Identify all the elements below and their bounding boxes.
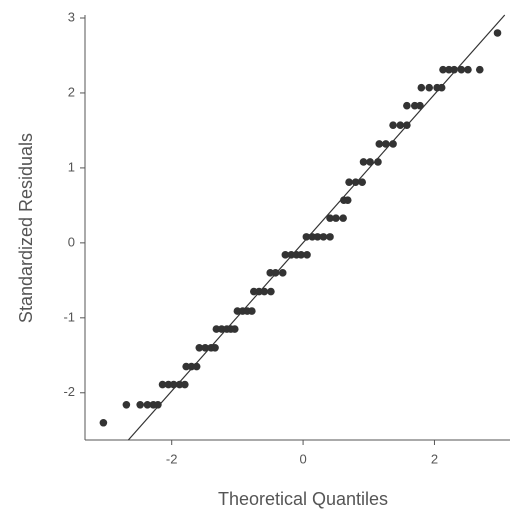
point: [416, 102, 424, 110]
point: [320, 233, 328, 241]
point: [261, 288, 269, 296]
y-tick-label: 0: [68, 234, 75, 249]
point: [397, 121, 405, 129]
point: [476, 66, 484, 74]
point: [231, 325, 239, 333]
reference-line: [128, 15, 504, 440]
y-tick-label: -2: [63, 384, 75, 399]
point: [360, 158, 368, 166]
point: [389, 121, 397, 129]
y-axis-title: Standardized Residuals: [16, 133, 36, 323]
point: [267, 288, 275, 296]
point: [450, 66, 458, 74]
point: [403, 102, 411, 110]
point: [154, 401, 162, 409]
point: [211, 344, 219, 352]
point: [272, 269, 280, 277]
x-tick-label: 2: [431, 451, 438, 466]
point: [332, 214, 340, 222]
point: [136, 401, 144, 409]
point: [248, 307, 256, 315]
chart: Theoretical Quantiles Standardized Resid…: [0, 0, 513, 515]
point: [375, 140, 383, 148]
point: [389, 140, 397, 148]
y-tick-label: 1: [68, 159, 75, 174]
x-tick-label: 0: [299, 451, 306, 466]
point: [358, 178, 366, 186]
point: [339, 214, 347, 222]
point: [418, 84, 426, 92]
point: [366, 158, 374, 166]
point: [382, 140, 390, 148]
point: [326, 233, 334, 241]
x-tick-label: -2: [166, 451, 178, 466]
point: [464, 66, 472, 74]
point: [193, 363, 201, 371]
point: [403, 121, 411, 129]
point: [458, 66, 466, 74]
x-axis-title: Theoretical Quantiles: [218, 489, 388, 509]
point: [345, 178, 353, 186]
point: [181, 381, 189, 389]
point: [494, 29, 502, 37]
point: [279, 269, 287, 277]
point: [352, 178, 360, 186]
point: [303, 251, 311, 259]
point: [100, 419, 108, 427]
point: [425, 84, 433, 92]
y-tick-label: 3: [68, 9, 75, 24]
point: [374, 158, 382, 166]
y-tick-label: -1: [63, 309, 75, 324]
point: [344, 196, 352, 204]
point: [123, 401, 131, 409]
point: [438, 84, 446, 92]
y-tick-label: 2: [68, 84, 75, 99]
